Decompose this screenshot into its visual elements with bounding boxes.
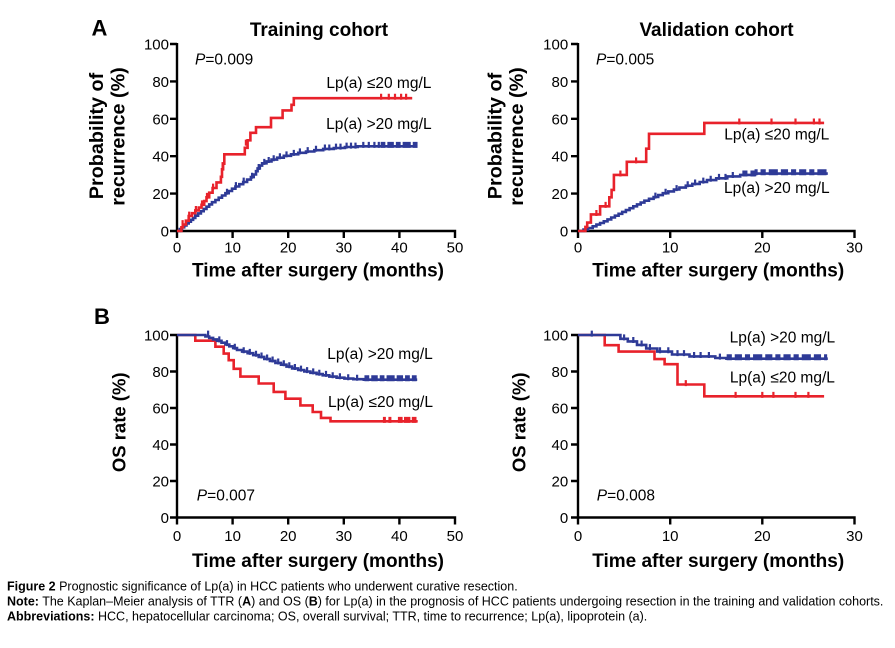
svg-text:0: 0	[161, 510, 169, 527]
svg-text:Probability of: Probability of	[485, 72, 507, 199]
svg-text:Abbreviations: HCC, hepatocell: Abbreviations: HCC, hepatocellular carci…	[7, 610, 647, 624]
svg-text:60: 60	[152, 401, 169, 418]
svg-text:A: A	[92, 15, 108, 40]
svg-text:20: 20	[152, 474, 169, 491]
svg-text:80: 80	[152, 74, 169, 91]
svg-text:B: B	[94, 304, 110, 329]
svg-text:P=0.007: P=0.007	[197, 488, 255, 505]
svg-text:OS rate (%): OS rate (%)	[509, 372, 530, 472]
svg-text:Lp(a) >20 mg/L: Lp(a) >20 mg/L	[326, 116, 432, 133]
svg-text:100: 100	[543, 328, 568, 345]
svg-text:40: 40	[552, 149, 569, 166]
svg-text:80: 80	[152, 364, 169, 381]
svg-text:Validation cohort: Validation cohort	[639, 20, 794, 41]
svg-text:100: 100	[543, 37, 568, 54]
svg-text:50: 50	[447, 240, 464, 257]
svg-text:40: 40	[152, 437, 169, 454]
svg-text:10: 10	[224, 528, 241, 545]
svg-text:60: 60	[552, 401, 569, 418]
svg-text:Time after surgery (months): Time after surgery (months)	[192, 260, 444, 281]
svg-text:30: 30	[335, 528, 352, 545]
svg-text:30: 30	[846, 240, 863, 257]
svg-text:30: 30	[846, 528, 863, 545]
svg-text:10: 10	[224, 240, 241, 257]
svg-text:0: 0	[560, 510, 568, 527]
svg-text:Lp(a) ≤20 mg/L: Lp(a) ≤20 mg/L	[730, 370, 835, 387]
svg-text:recurrence (%): recurrence (%)	[108, 67, 130, 206]
svg-text:0: 0	[574, 528, 582, 545]
svg-text:Figure 2 Prognostic significan: Figure 2 Prognostic significance of Lp(a…	[7, 580, 518, 594]
svg-text:Time after surgery (months): Time after surgery (months)	[592, 551, 844, 572]
svg-text:20: 20	[754, 528, 771, 545]
svg-text:50: 50	[447, 528, 464, 545]
svg-text:Lp(a) ≤20 mg/L: Lp(a) ≤20 mg/L	[328, 394, 433, 411]
svg-text:recurrence (%): recurrence (%)	[506, 67, 528, 206]
svg-text:20: 20	[152, 186, 169, 203]
svg-text:Lp(a) ≤20 mg/L: Lp(a) ≤20 mg/L	[326, 75, 431, 92]
svg-text:40: 40	[391, 528, 408, 545]
svg-text:10: 10	[662, 528, 679, 545]
svg-text:60: 60	[152, 111, 169, 128]
svg-text:20: 20	[280, 240, 297, 257]
svg-text:20: 20	[280, 528, 297, 545]
svg-text:100: 100	[144, 328, 169, 345]
svg-text:Lp(a) >20 mg/L: Lp(a) >20 mg/L	[724, 180, 830, 197]
svg-text:Lp(a) ≤20 mg/L: Lp(a) ≤20 mg/L	[724, 127, 829, 144]
svg-text:0: 0	[161, 224, 169, 241]
svg-text:40: 40	[391, 240, 408, 257]
svg-text:0: 0	[173, 240, 181, 257]
svg-text:Time after surgery (months): Time after surgery (months)	[592, 260, 844, 281]
svg-text:Time after surgery (months): Time after surgery (months)	[192, 551, 444, 572]
svg-text:30: 30	[335, 240, 352, 257]
svg-text:Lp(a) >20 mg/L: Lp(a) >20 mg/L	[730, 330, 836, 347]
svg-text:Training cohort: Training cohort	[250, 20, 389, 41]
svg-text:100: 100	[144, 37, 169, 54]
svg-text:0: 0	[574, 240, 582, 257]
svg-text:Note: The Kaplan–Meier analysi: Note: The Kaplan–Meier analysis of TTR (…	[7, 595, 883, 609]
svg-text:20: 20	[552, 474, 569, 491]
svg-text:80: 80	[552, 74, 569, 91]
svg-text:Lp(a) >20 mg/L: Lp(a) >20 mg/L	[327, 346, 433, 363]
svg-text:20: 20	[754, 240, 771, 257]
svg-text:0: 0	[560, 224, 568, 241]
svg-text:P=0.005: P=0.005	[596, 51, 654, 68]
svg-text:20: 20	[552, 186, 569, 203]
svg-text:OS rate (%): OS rate (%)	[109, 372, 130, 472]
svg-text:P=0.009: P=0.009	[195, 51, 253, 68]
svg-text:0: 0	[173, 528, 181, 545]
svg-text:P=0.008: P=0.008	[597, 488, 655, 505]
svg-text:40: 40	[552, 437, 569, 454]
svg-text:40: 40	[152, 149, 169, 166]
svg-text:60: 60	[552, 111, 569, 128]
svg-text:80: 80	[552, 364, 569, 381]
svg-text:10: 10	[662, 240, 679, 257]
svg-text:Probability of: Probability of	[86, 72, 108, 199]
